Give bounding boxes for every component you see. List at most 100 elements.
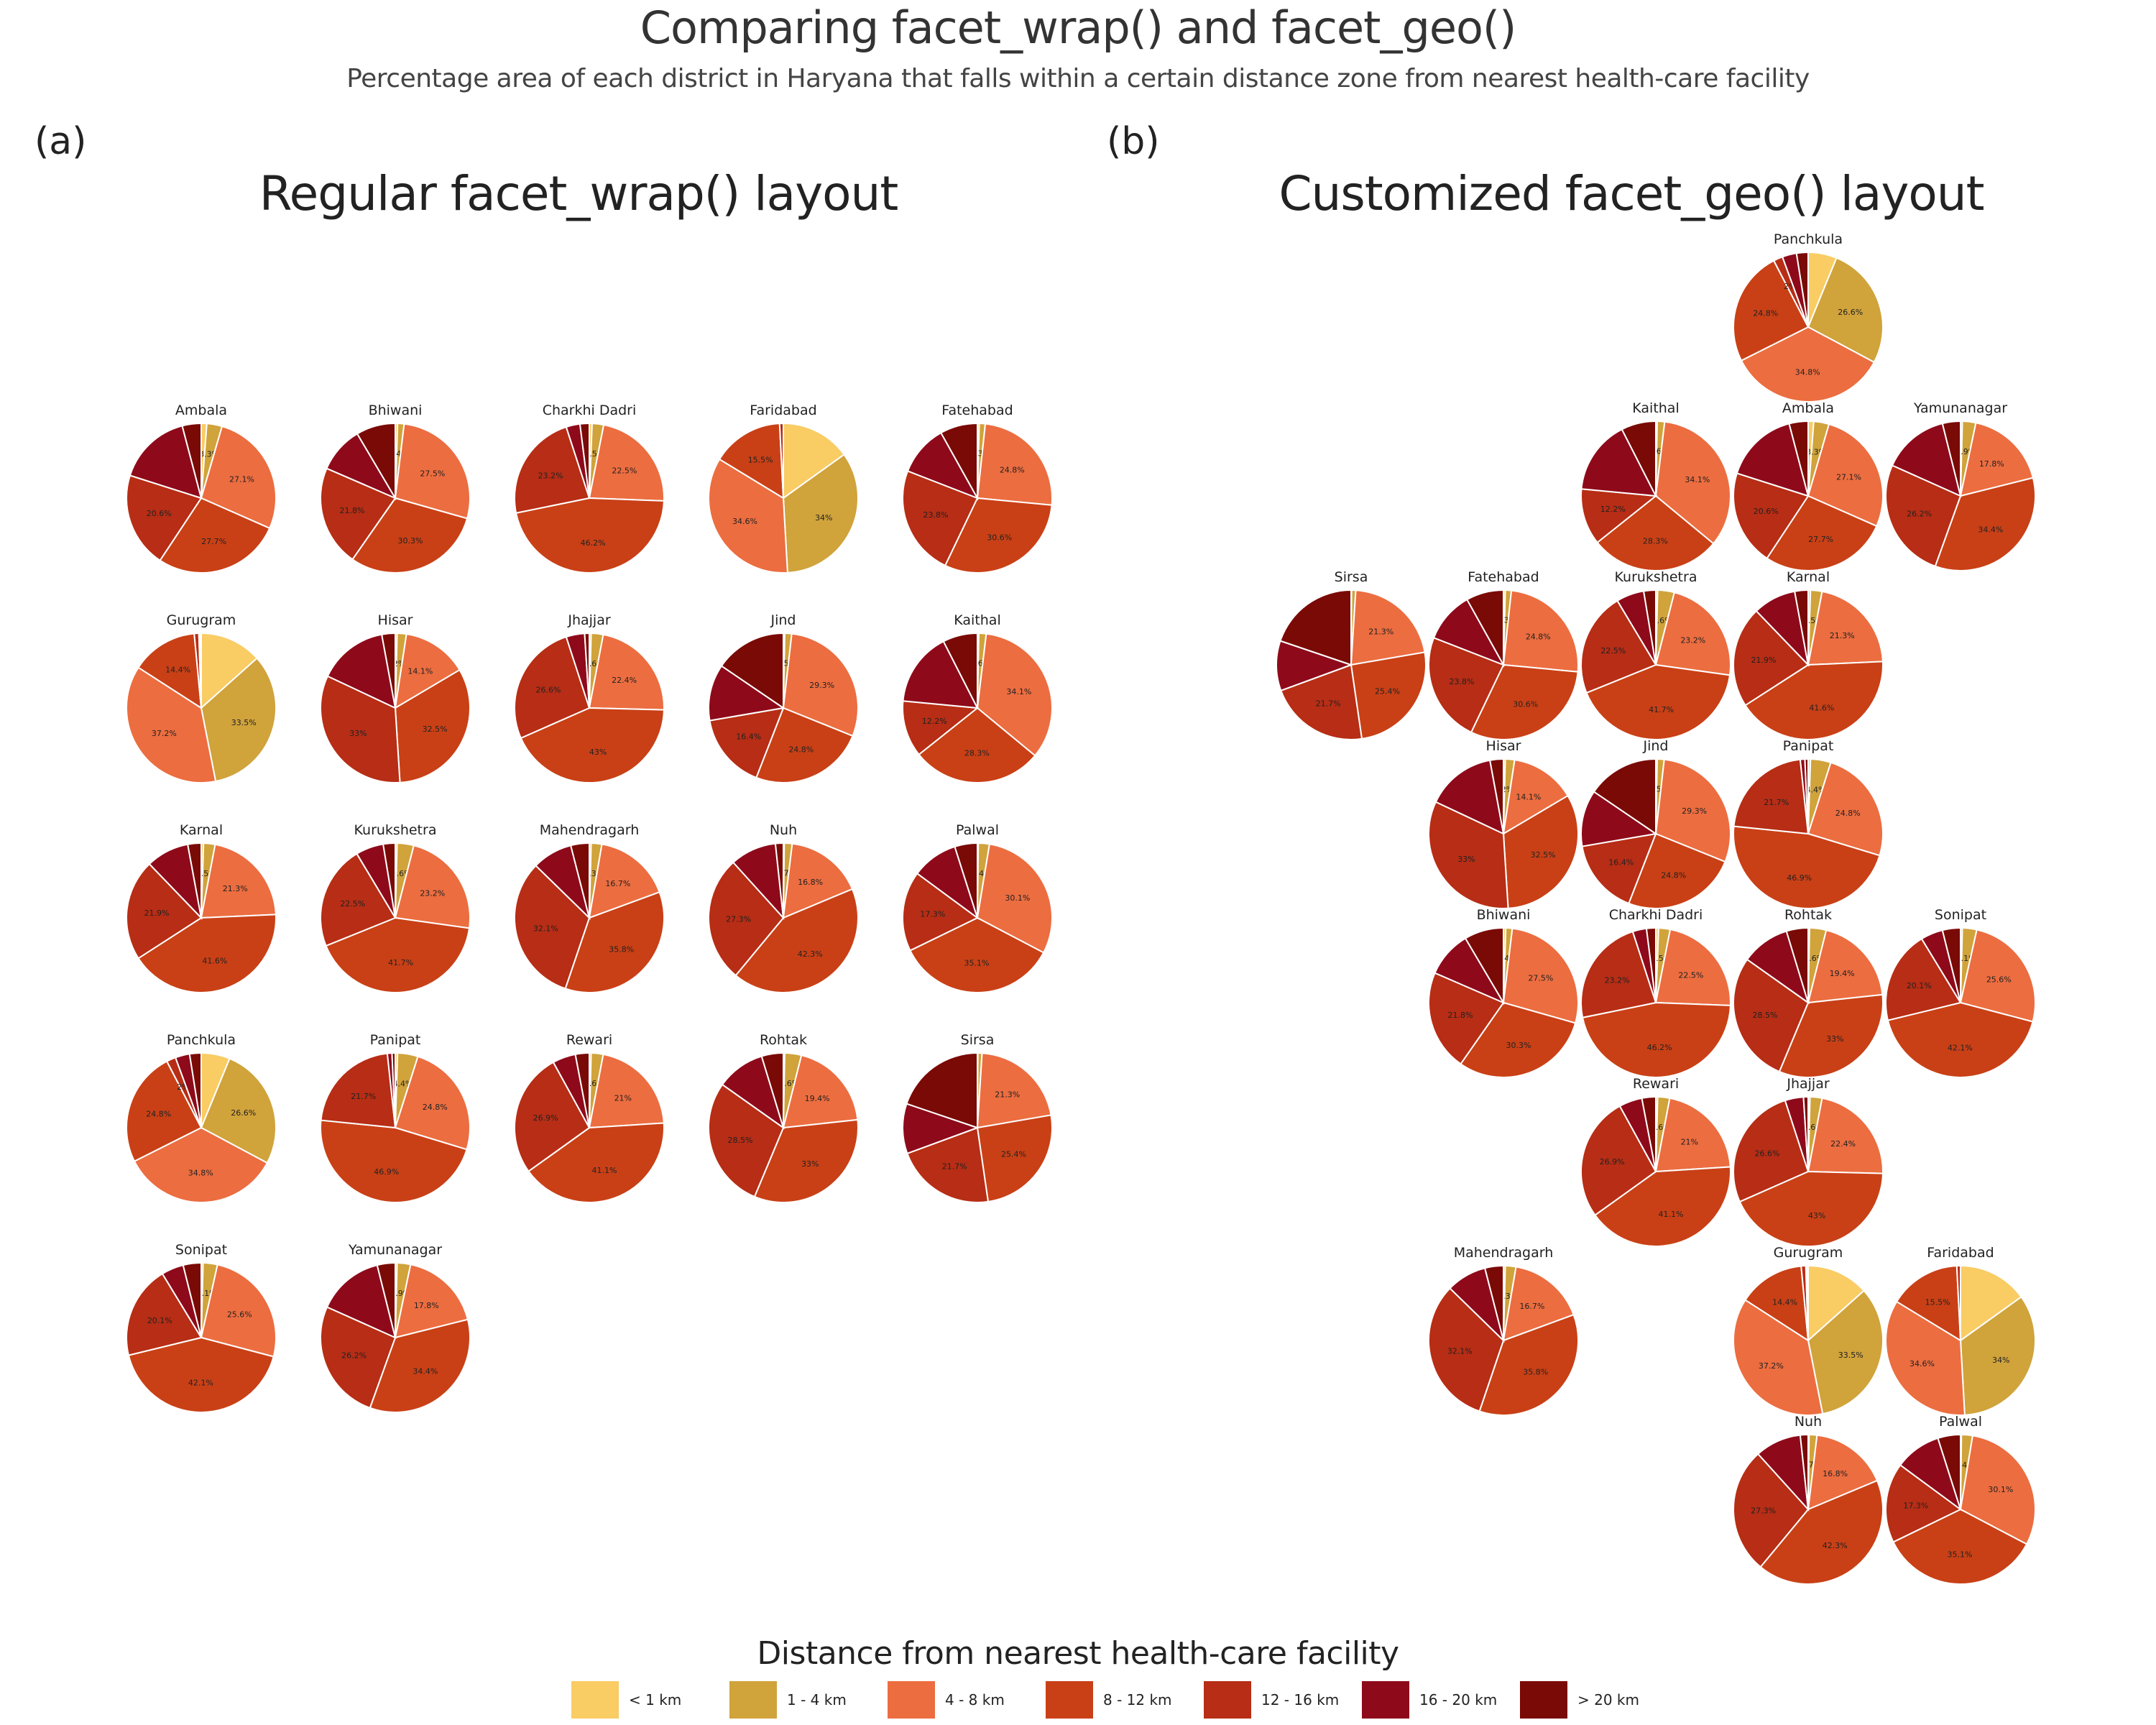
wrap-slice-label-charkhi-dadri-2: 22.5% <box>612 466 637 475</box>
wrap-slice-label-karnal-4: 21.9% <box>144 908 170 918</box>
geo-slice-ambala-3 <box>1766 494 1878 571</box>
wrap-slice-label-kaithal-3: 28.3% <box>964 748 990 758</box>
geo-slice-jind-5 <box>1580 791 1658 847</box>
wrap-slice-fatehabad-4 <box>902 470 979 567</box>
wrap-pie-label-sirsa: Sirsa <box>961 1032 995 1048</box>
wrap-slice-label-rohtak-2: 19.4% <box>805 1094 830 1103</box>
geo-slice-charkhi-dadri-3 <box>1581 1001 1731 1078</box>
wrap-slice-karnal-3 <box>137 914 277 993</box>
wrap-slice-palwal-6 <box>954 842 978 919</box>
geo-slice-sirsa-6 <box>1279 589 1352 666</box>
geo-slice-label-ambala-3: 27.7% <box>1808 535 1833 544</box>
geo-slice-yamunanagar-2 <box>1959 422 2035 497</box>
wrap-slice-sonipat-4 <box>126 1272 203 1356</box>
wrap-slice-rohtak-4 <box>708 1083 785 1198</box>
wrap-slice-label-rewari-2: 21% <box>614 1094 632 1103</box>
geo-slice-karnal-2 <box>1807 590 1884 666</box>
wrap-slice-label-yamunanagar-4: 26.2% <box>341 1351 367 1360</box>
geo-slice-label-faridabad-3: 15.5% <box>1925 1297 1950 1307</box>
wrap-slice-label-panipat-4: 21.7% <box>351 1092 376 1101</box>
geo-slice-panchkula-2 <box>1740 326 1876 402</box>
wrap-slice-rewari-2 <box>588 1053 665 1129</box>
geo-slice-rohtak-2 <box>1807 929 1884 1004</box>
wrap-slice-jhajjar-6 <box>584 632 590 709</box>
wrap-pie-label-jind: Jind <box>770 612 796 628</box>
geo-slice-mahendragarh-3 <box>1478 1313 1579 1417</box>
wrap-slice-kurukshetra-4 <box>320 852 397 947</box>
chart-subtitle: Percentage area of each district in Hary… <box>346 64 1810 93</box>
geo-slice-nuh-4 <box>1733 1453 1810 1568</box>
geo-pie-label-sonipat: Sonipat <box>1935 907 1986 923</box>
geo-slice-mahendragarh-4 <box>1428 1287 1505 1412</box>
geo-slice-bhiwani-3 <box>1460 1001 1577 1078</box>
panel-a-tag: (a) <box>34 120 87 163</box>
geo-slice-label-yamunanagar-3: 34.4% <box>1978 525 2003 534</box>
geo-slice-panipat-4 <box>1733 758 1810 835</box>
wrap-slice-sirsa-5 <box>902 1103 980 1155</box>
wrap-slice-panipat-4 <box>320 1052 397 1129</box>
geo-slice-label-sonipat-2: 25.6% <box>1986 975 2012 985</box>
wrap-slice-label-jhajjar-2: 22.4% <box>612 676 637 685</box>
geo-slice-panipat-6 <box>1804 758 1809 834</box>
geo-slice-jind-2 <box>1654 758 1731 863</box>
geo-slice-bhiwani-2 <box>1502 927 1579 1024</box>
wrap-slice-label-yamunanagar-2: 17.8% <box>414 1301 439 1310</box>
wrap-slice-rewari-3 <box>528 1122 665 1203</box>
geo-slice-label-faridabad-1: 34% <box>1992 1356 2009 1365</box>
geo-slice-charkhi-dadri-2 <box>1654 928 1731 1006</box>
wrap-slice-ambala-4 <box>126 474 203 562</box>
wrap-slice-label-yamunanagar-3: 34.4% <box>413 1366 438 1376</box>
geo-slice-gurugram-3 <box>1744 1265 1810 1342</box>
geo-slice-label-yamunanagar-4: 26.2% <box>1907 509 1932 518</box>
wrap-slice-label-faridabad-3: 15.5% <box>748 455 773 464</box>
wrap-slice-label-jhajjar-4: 26.6% <box>536 686 561 695</box>
geo-slice-label-mahendragarh-2: 16.7% <box>1519 1302 1544 1311</box>
wrap-slice-charkhi-dadri-6 <box>579 422 590 499</box>
geo-slice-label-karnal-3: 41.6% <box>1809 704 1834 713</box>
geo-slice-label-charkhi-dadri-3: 46.2% <box>1647 1043 1672 1052</box>
legend-label: < 1 km <box>629 1691 682 1708</box>
geo-slice-kaithal-4 <box>1580 488 1658 544</box>
wrap-slice-palwal-3 <box>909 916 1045 993</box>
legend-label: 12 - 16 km <box>1261 1691 1340 1708</box>
wrap-slice-label-nuh-3: 42.3% <box>798 949 823 959</box>
wrap-slice-yamunanagar-4 <box>320 1306 397 1409</box>
wrap-slice-label-nuh-2: 16.8% <box>798 878 823 887</box>
geo-slice-jhajjar-3 <box>1738 1170 1884 1247</box>
geo-slice-fatehabad-4 <box>1428 637 1505 734</box>
wrap-slice-label-fatehabad-2: 24.8% <box>1000 466 1025 475</box>
wrap-slice-label-rewari-4: 26.9% <box>533 1113 558 1123</box>
geo-slice-karnal-6 <box>1793 589 1809 666</box>
geo-slice-label-rohtak-3: 33% <box>1826 1034 1843 1044</box>
wrap-pie-sirsa: Sirsa 21.3% 25.4% 21.7% <box>902 1032 1053 1203</box>
wrap-slice-charkhi-dadri-3 <box>515 497 665 574</box>
wrap-slice-palwal-4 <box>902 872 979 952</box>
wrap-slice-label-kaithal-2: 34.1% <box>1006 687 1031 696</box>
wrap-slice-label-mahendragarh-2: 16.7% <box>605 879 630 888</box>
geo-slice-kurukshetra-2 <box>1654 592 1731 676</box>
wrap-slice-label-hisar-3: 32.5% <box>423 724 448 734</box>
geo-slice-label-nuh-4: 27.3% <box>1751 1506 1776 1515</box>
legend-label: 1 - 4 km <box>787 1691 847 1708</box>
wrap-pie-gurugram: Gurugram 33.5% 37.2% 14.4% <box>126 612 277 783</box>
geo-slice-kurukshetra-3 <box>1585 663 1731 740</box>
wrap-slice-label-charkhi-dadri-3: 46.2% <box>581 538 606 548</box>
geo-slice-gurugram-0 <box>1807 1264 1865 1343</box>
geo-pie-label-rewari: Rewari <box>1633 1076 1679 1092</box>
geo-slice-label-hisar-2: 14.1% <box>1516 792 1541 801</box>
wrap-slice-jhajjar-2 <box>588 633 665 711</box>
geo-slice-bhiwani-4 <box>1427 972 1505 1065</box>
wrap-pie-label-kurukshetra: Kurukshetra <box>354 822 437 838</box>
geo-slice-label-charkhi-dadri-4: 23.2% <box>1605 976 1630 985</box>
geo-slice-label-rewari-2: 21% <box>1681 1138 1698 1147</box>
wrap-slice-label-rohtak-3: 33% <box>801 1159 819 1169</box>
wrap-slice-bhiwani-6 <box>356 422 396 501</box>
